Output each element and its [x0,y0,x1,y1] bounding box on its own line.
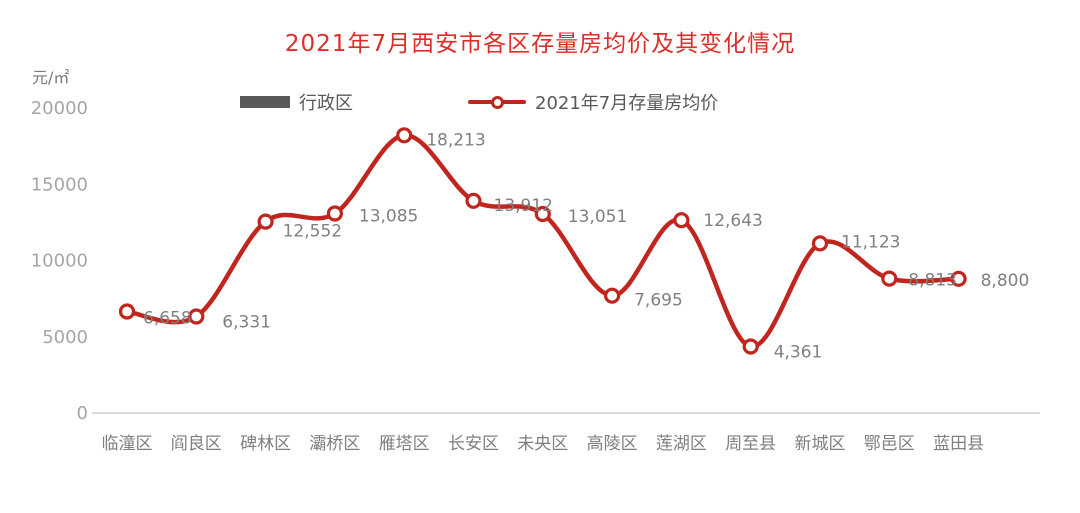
legend-label-district: 行政区 [299,93,353,114]
data-point-label: 6,658 [143,309,192,329]
data-point-label: 8,813 [908,271,957,291]
x-axis-category-label: 未央区 [517,434,568,454]
line-swatch-marker [491,96,504,109]
data-point-label: 18,213 [426,130,485,150]
data-point-marker [742,338,759,355]
legend-item-price: 2021年7月存量房均价 [468,90,718,114]
y-axis-tick-label: 15000 [31,174,88,195]
data-point-marker [257,213,274,230]
legend-label-price: 2021年7月存量房均价 [535,93,719,114]
data-point-marker [950,270,967,287]
x-axis-category-label: 雁塔区 [379,434,430,454]
data-point-marker [396,127,413,144]
x-axis-category-label: 阎良区 [171,434,222,454]
data-point-marker [534,205,551,223]
line-marker-swatch-icon [468,95,526,109]
x-axis-category-label: 新城区 [795,434,846,454]
data-point-marker [326,205,343,222]
x-axis-category-label: 鄂邑区 [864,434,915,454]
data-point-label: 7,695 [634,291,683,311]
y-axis-tick-label: 10000 [31,251,88,272]
data-point-label: 8,800 [981,271,1030,291]
data-point-marker [811,235,829,252]
data-point-label: 12,643 [703,211,762,231]
y-axis-tick-label: 0 [77,403,88,424]
bar-swatch-icon [240,96,290,108]
x-axis-category-label: 莲湖区 [656,434,707,454]
data-point-marker [118,303,136,320]
data-point-marker [881,270,898,287]
data-point-label: 6,331 [222,313,271,333]
data-point-marker [673,212,690,229]
y-axis-unit-label: 元/㎡ [32,68,70,87]
data-point-marker [188,308,205,325]
y-axis-tick-label: 20000 [31,98,88,119]
data-point-label: 12,552 [283,222,342,242]
legend: 行政区 2021年7月存量房均价 [0,90,1080,114]
x-axis-category-label: 灞桥区 [309,434,360,454]
y-axis-tick-label: 5000 [42,327,88,348]
data-point-label: 13,912 [494,196,553,216]
x-axis-category-label: 临潼区 [102,434,153,454]
data-point-label: 13,051 [568,207,627,227]
data-point-marker [603,287,621,304]
x-axis-category-label: 高陵区 [587,434,638,454]
x-axis-category-label: 碑林区 [240,434,291,454]
data-point-label: 13,085 [359,207,418,227]
data-point-label: 11,123 [841,232,900,252]
legend-item-district: 行政区 [240,90,353,114]
x-axis-category-label: 长安区 [448,434,499,454]
data-point-marker [465,192,482,209]
x-axis-category-label: 蓝田县 [933,434,984,454]
x-axis-category-label: 周至县 [725,434,776,454]
chart-title: 2021年7月西安市各区存量房均价及其变化情况 [284,31,796,57]
data-point-label: 4,361 [774,343,823,363]
